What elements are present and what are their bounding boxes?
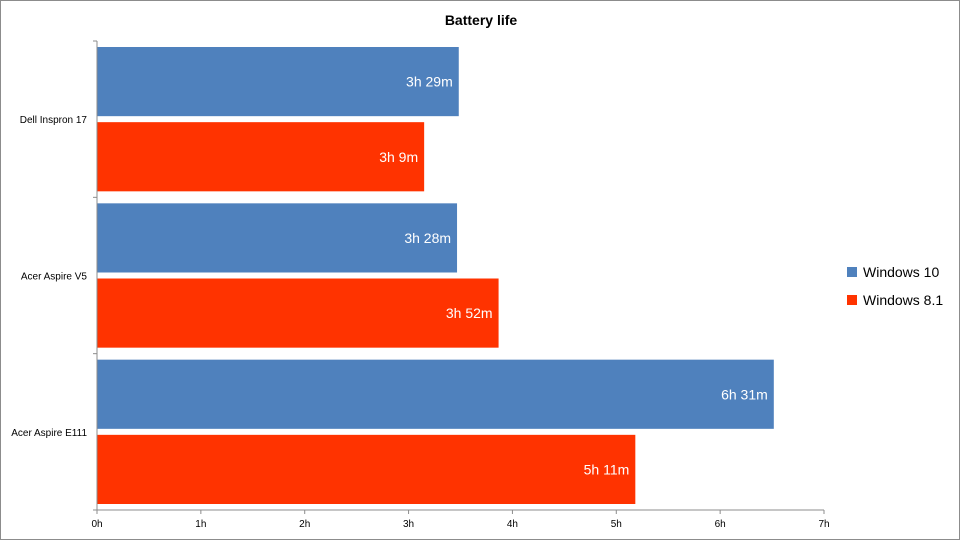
- data-label: 3h 29m: [406, 74, 453, 90]
- data-label: 3h 28m: [404, 230, 451, 246]
- legend-swatch: [847, 295, 857, 305]
- data-label: 3h 52m: [446, 305, 493, 321]
- data-label: 6h 31m: [721, 386, 768, 402]
- bars-layer: 3h 29m 3h 9m 3h 28m 3h 52m 6h 31m 5h 11m: [97, 47, 774, 504]
- bar: [97, 122, 425, 192]
- category-label: Acer Aspire V5: [21, 272, 88, 283]
- x-tick-label: 7h: [818, 519, 829, 530]
- chart-title: Battery life: [445, 12, 518, 28]
- x-axis-ticks: 0h 1h 2h 3h 4h 5h 6h 7h: [91, 510, 830, 530]
- x-tick-label: 0h: [91, 519, 102, 530]
- legend: Windows 10 Windows 8.1: [847, 264, 943, 308]
- x-tick-label: 1h: [195, 519, 206, 530]
- legend-label: Windows 10: [863, 264, 939, 280]
- bar: [97, 434, 636, 504]
- data-label: 3h 9m: [379, 149, 418, 165]
- x-tick-label: 4h: [507, 519, 518, 530]
- legend-swatch: [847, 267, 857, 277]
- legend-label: Windows 8.1: [863, 292, 943, 308]
- x-tick-label: 3h: [403, 519, 414, 530]
- category-ticks: Dell Inspron 17 Acer Aspire V5 Acer Aspire…: [11, 40, 97, 511]
- bar: [97, 47, 459, 117]
- x-tick-label: 5h: [611, 519, 622, 530]
- bar: [97, 203, 458, 273]
- category-label: Dell Inspron 17: [20, 115, 88, 126]
- data-label: 5h 11m: [584, 461, 630, 477]
- category-label: Acer Aspire E111: [11, 428, 87, 439]
- x-tick-label: 6h: [715, 519, 726, 530]
- x-tick-label: 2h: [299, 519, 310, 530]
- bar: [97, 359, 774, 429]
- bar: [97, 278, 499, 348]
